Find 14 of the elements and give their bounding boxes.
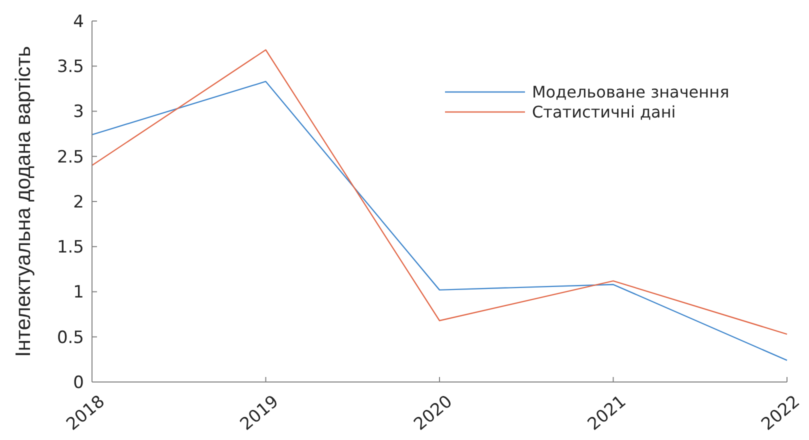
line-series (91, 80, 788, 361)
y-tick-label: 0 (73, 372, 84, 393)
y-tick-label: 1 (73, 282, 84, 303)
y-tick-label: 4 (73, 12, 84, 32)
y-tick-label: 2 (73, 192, 84, 212)
y-tick-label: 1.5 (56, 238, 84, 258)
legend-label: Статистичні дані (532, 102, 676, 122)
legend-label: Модельоване значення (532, 82, 730, 102)
y-tick-label: 0.5 (56, 328, 84, 348)
y-tick-label: 3 (73, 102, 84, 122)
line-series (91, 49, 788, 335)
y-axis-title: Інтелектуальна додана вартість (12, 46, 35, 357)
y-tick-label: 2.5 (56, 147, 84, 168)
y-tick-label: 3.5 (56, 57, 84, 78)
